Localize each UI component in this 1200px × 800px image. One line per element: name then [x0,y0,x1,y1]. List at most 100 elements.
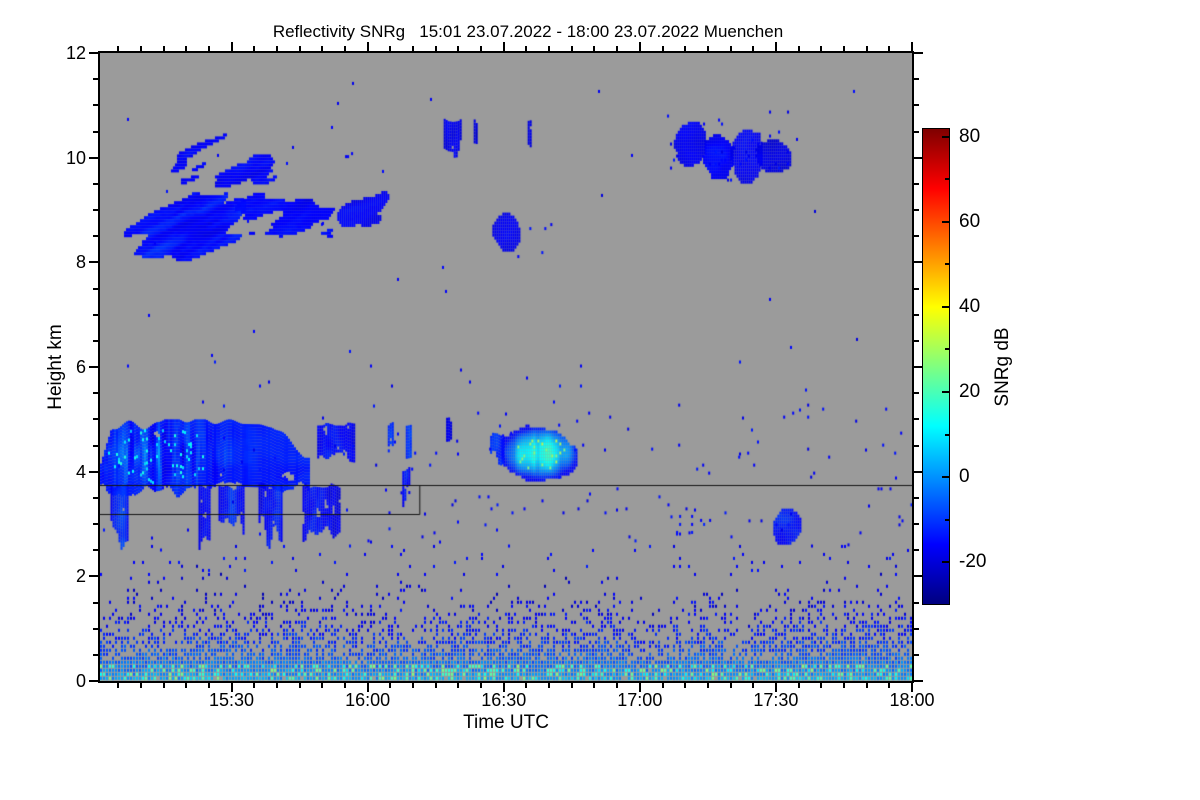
x-minor-tick [480,683,483,688]
x-minor-tick-top [412,46,414,51]
x-minor-tick-top [570,46,573,51]
x-minor-tick [162,683,165,688]
y-minor-tick-right [914,209,919,211]
y-minor-tick-right [914,549,919,552]
y-major-tick-right [914,261,923,264]
x-major-tick-top [230,42,233,51]
x-minor-tick [298,683,301,688]
x-minor-tick-top [842,46,845,51]
x-minor-tick-top [684,46,687,51]
x-minor-tick-top [434,46,437,51]
y-minor-tick-right [914,392,919,395]
x-major-tick [502,683,505,692]
x-minor-tick [139,683,142,688]
y-minor-tick [93,209,98,211]
x-minor-tick [321,683,324,688]
x-axis-label: Time UTC [463,712,549,733]
y-minor-tick [93,523,98,525]
x-minor-tick-top [888,46,891,51]
y-minor-tick [93,627,98,630]
y-minor-tick-right [914,627,919,630]
x-tick-label: 16:30 [481,690,527,710]
x-major-tick-top [366,42,369,51]
x-minor-tick [661,683,664,688]
x-minor-tick-top [480,46,483,51]
x-minor-tick [684,683,687,688]
colorbar-gradient [922,128,950,605]
colorbar-major-tick [942,476,950,479]
x-minor-tick-top [185,46,188,51]
y-minor-tick-right [914,287,919,290]
y-tick-label: 2 [75,566,86,587]
x-minor-tick [525,683,528,688]
x-tick-label: 18:00 [889,690,935,710]
x-minor-tick [570,683,573,688]
y-minor-tick-right [914,339,919,342]
x-major-tick [911,683,913,692]
colorbar-major-tick [942,220,950,223]
y-minor-tick [93,653,98,656]
colorbar-tick-label: 0 [959,466,970,488]
x-major-tick [230,683,233,692]
colorbar-minor-tick [945,178,950,181]
y-minor-tick-right [914,601,919,604]
x-minor-tick-top [593,46,596,51]
x-major-tick-top [502,42,505,51]
y-minor-tick [93,235,98,238]
y-minor-tick-right [914,444,919,447]
x-minor-tick [117,683,120,688]
x-minor-tick-top [298,46,301,51]
y-minor-tick [93,418,98,421]
y-minor-tick [93,130,98,133]
colorbar-major-tick [942,391,950,394]
x-minor-tick [207,683,210,688]
x-minor-tick-top [253,46,256,51]
x-major-tick [638,683,641,692]
y-minor-tick-right [914,496,919,499]
x-minor-tick [865,683,868,688]
y-tick-label: 0 [75,671,86,691]
x-minor-tick [842,683,845,688]
colorbar-major-tick [942,561,950,564]
y-major-tick [89,261,98,264]
y-major-tick-right [914,575,923,578]
x-major-tick-top [638,42,641,51]
y-minor-tick [93,78,98,81]
y-minor-tick-right [914,418,919,421]
x-minor-tick [389,683,392,688]
x-tick-label: 16:00 [345,690,391,710]
y-minor-tick [93,444,98,447]
x-minor-tick-top [139,46,142,51]
y-major-tick-right [914,52,923,54]
x-minor-tick [548,683,551,688]
x-minor-tick [616,683,619,688]
x-tick-label: 17:30 [753,690,799,710]
y-minor-tick [93,287,98,290]
x-minor-tick-top [321,46,324,51]
chart-title: Reflectivity SNRg 15:01 23.07.2022 - 18:… [272,22,784,41]
y-minor-tick [93,104,98,107]
y-tick-label: 4 [75,461,86,482]
x-major-tick-top [911,42,913,51]
colorbar-tick-label: 60 [959,210,981,232]
y-minor-tick-right [914,235,919,238]
x-minor-tick-top [729,46,732,51]
x-minor-tick-top [661,46,664,51]
x-major-tick [774,683,777,692]
y-major-tick-right [914,156,923,159]
x-minor-tick-top [207,46,210,51]
y-minor-tick [93,313,98,316]
y-major-tick [89,575,98,578]
x-minor-tick [706,683,709,688]
x-minor-tick-top [865,46,868,51]
y-minor-tick-right [914,78,919,81]
x-minor-tick [412,683,414,688]
y-major-tick [89,52,98,54]
y-minor-tick-right [914,182,919,185]
colorbar-minor-tick [945,433,950,436]
colorbar-label: SNRg dB [992,327,1013,407]
x-tick-label: 15:30 [209,690,255,710]
y-minor-tick [93,182,98,185]
x-minor-tick [888,683,891,688]
